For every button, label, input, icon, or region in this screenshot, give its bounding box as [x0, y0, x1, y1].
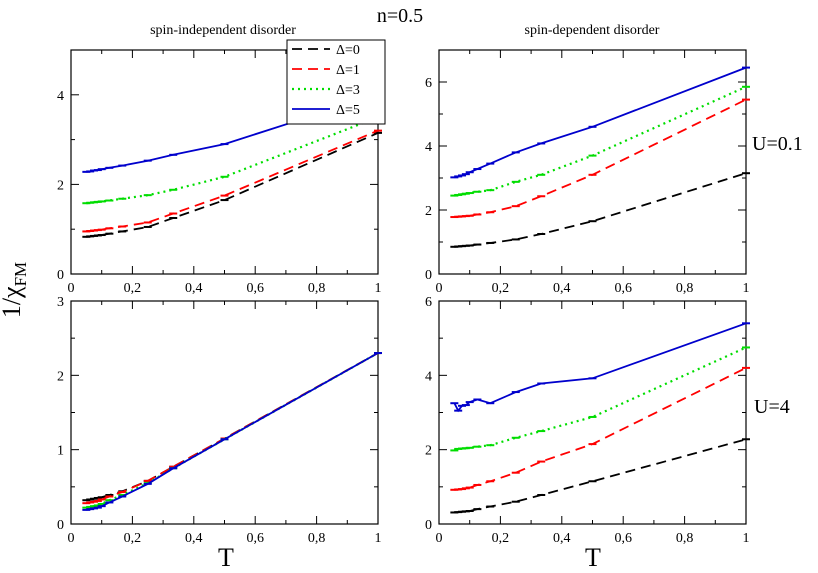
x-tick-label: 1 — [743, 531, 750, 546]
x-tick-label: 0,2 — [492, 531, 510, 546]
series-line — [454, 66, 746, 179]
legend-label: Δ=3 — [336, 83, 360, 98]
y-tick-label: 2 — [425, 444, 432, 459]
legend-label: Δ=0 — [336, 43, 360, 58]
series-line — [454, 98, 746, 218]
x-tick-label: 0,4 — [185, 531, 203, 546]
series-line — [86, 352, 378, 505]
y-tick-label: 6 — [425, 76, 432, 91]
y-tick-label: 3 — [57, 295, 64, 310]
series-line — [454, 85, 746, 197]
legend-label: Δ=1 — [336, 63, 360, 78]
y-tick-label: 1 — [57, 444, 64, 459]
y-tick-label: 0 — [425, 268, 432, 283]
x-tick-label: 0,8 — [308, 531, 326, 546]
chart-panel-bottom-left: 0 0,2 0,4 0,6 0,8 1 0 1 2 3 — [57, 295, 382, 546]
series-line — [86, 116, 378, 205]
legend: Δ=0 Δ=1 Δ=3 Δ=5 — [286, 39, 386, 125]
x-tick-label: 0,4 — [553, 531, 571, 546]
y-tick-label: 0 — [57, 518, 64, 533]
x-tick-label: 0 — [436, 531, 443, 546]
row-label-top: U=0.1 — [752, 133, 803, 155]
series-line — [86, 129, 378, 233]
series-line — [454, 367, 746, 491]
y-tick-label: 0 — [57, 268, 64, 283]
x-tick-label: 0,6 — [246, 531, 264, 546]
chart-panel-bottom-right: 0 0,2 0,4 0,6 0,8 1 0 2 4 6 — [425, 295, 750, 546]
y-axis-title-subscript: FM — [11, 262, 30, 287]
x-tick-label: 1 — [375, 531, 382, 546]
x-tick-label: 0,8 — [308, 281, 326, 296]
x-tick-label: 0,6 — [614, 531, 632, 546]
x-tick-label: 1 — [375, 281, 382, 296]
series-line — [454, 438, 746, 514]
y-tick-label: 2 — [425, 204, 432, 219]
y-tick-label: 4 — [425, 140, 432, 155]
y-axis-title-main: 1/χ — [0, 286, 26, 318]
y-tick-label: 0 — [425, 518, 432, 533]
legend-box — [286, 39, 386, 125]
chart-panel-top-right: 0 0,2 0,4 0,6 0,8 1 0 2 4 6 — [425, 49, 750, 296]
x-tick-label: 0,4 — [185, 281, 203, 296]
x-tick-label: 0 — [68, 281, 75, 296]
y-tick-label: 2 — [57, 178, 64, 193]
x-tick-label: 0,8 — [676, 531, 694, 546]
x-axis-title-right: T — [585, 543, 601, 572]
x-tick-label: 0,8 — [676, 281, 694, 296]
column-title-left: spin-independent disorder — [150, 23, 296, 38]
x-tick-label: 0,2 — [124, 531, 142, 546]
x-tick-label: 0,6 — [614, 281, 632, 296]
series-line — [86, 352, 378, 509]
x-tick-label: 0,6 — [246, 281, 264, 296]
plot-frame — [70, 300, 379, 525]
plot-frame — [438, 49, 747, 275]
row-label-bottom: U=4 — [754, 396, 790, 418]
x-tick-label: 0,2 — [124, 281, 142, 296]
y-tick-label: 2 — [57, 369, 64, 384]
x-tick-label: 0 — [436, 281, 443, 296]
y-tick-label: 6 — [425, 295, 432, 310]
y-tick-label: 4 — [57, 89, 64, 104]
y-tick-label: 4 — [425, 369, 432, 384]
x-axis-title-left: T — [218, 543, 234, 572]
x-tick-label: 0 — [68, 531, 75, 546]
series-line — [453, 322, 746, 413]
plot-frame — [438, 300, 747, 525]
series-line — [454, 172, 746, 248]
y-axis-title: 1/χFM — [0, 262, 30, 318]
x-tick-label: 0,2 — [492, 281, 510, 296]
x-tick-label: 1 — [743, 281, 750, 296]
figure-title: n=0.5 — [377, 5, 423, 27]
legend-label: Δ=5 — [336, 103, 360, 118]
x-tick-label: 0,4 — [553, 281, 571, 296]
chart-panel-top-left: 0 0,2 0,4 0,6 0,8 1 0 2 4 Δ=0 Δ=1 Δ=3 Δ=5 — [57, 39, 386, 296]
column-title-right: spin-dependent disorder — [525, 23, 660, 38]
series-line — [86, 352, 378, 502]
